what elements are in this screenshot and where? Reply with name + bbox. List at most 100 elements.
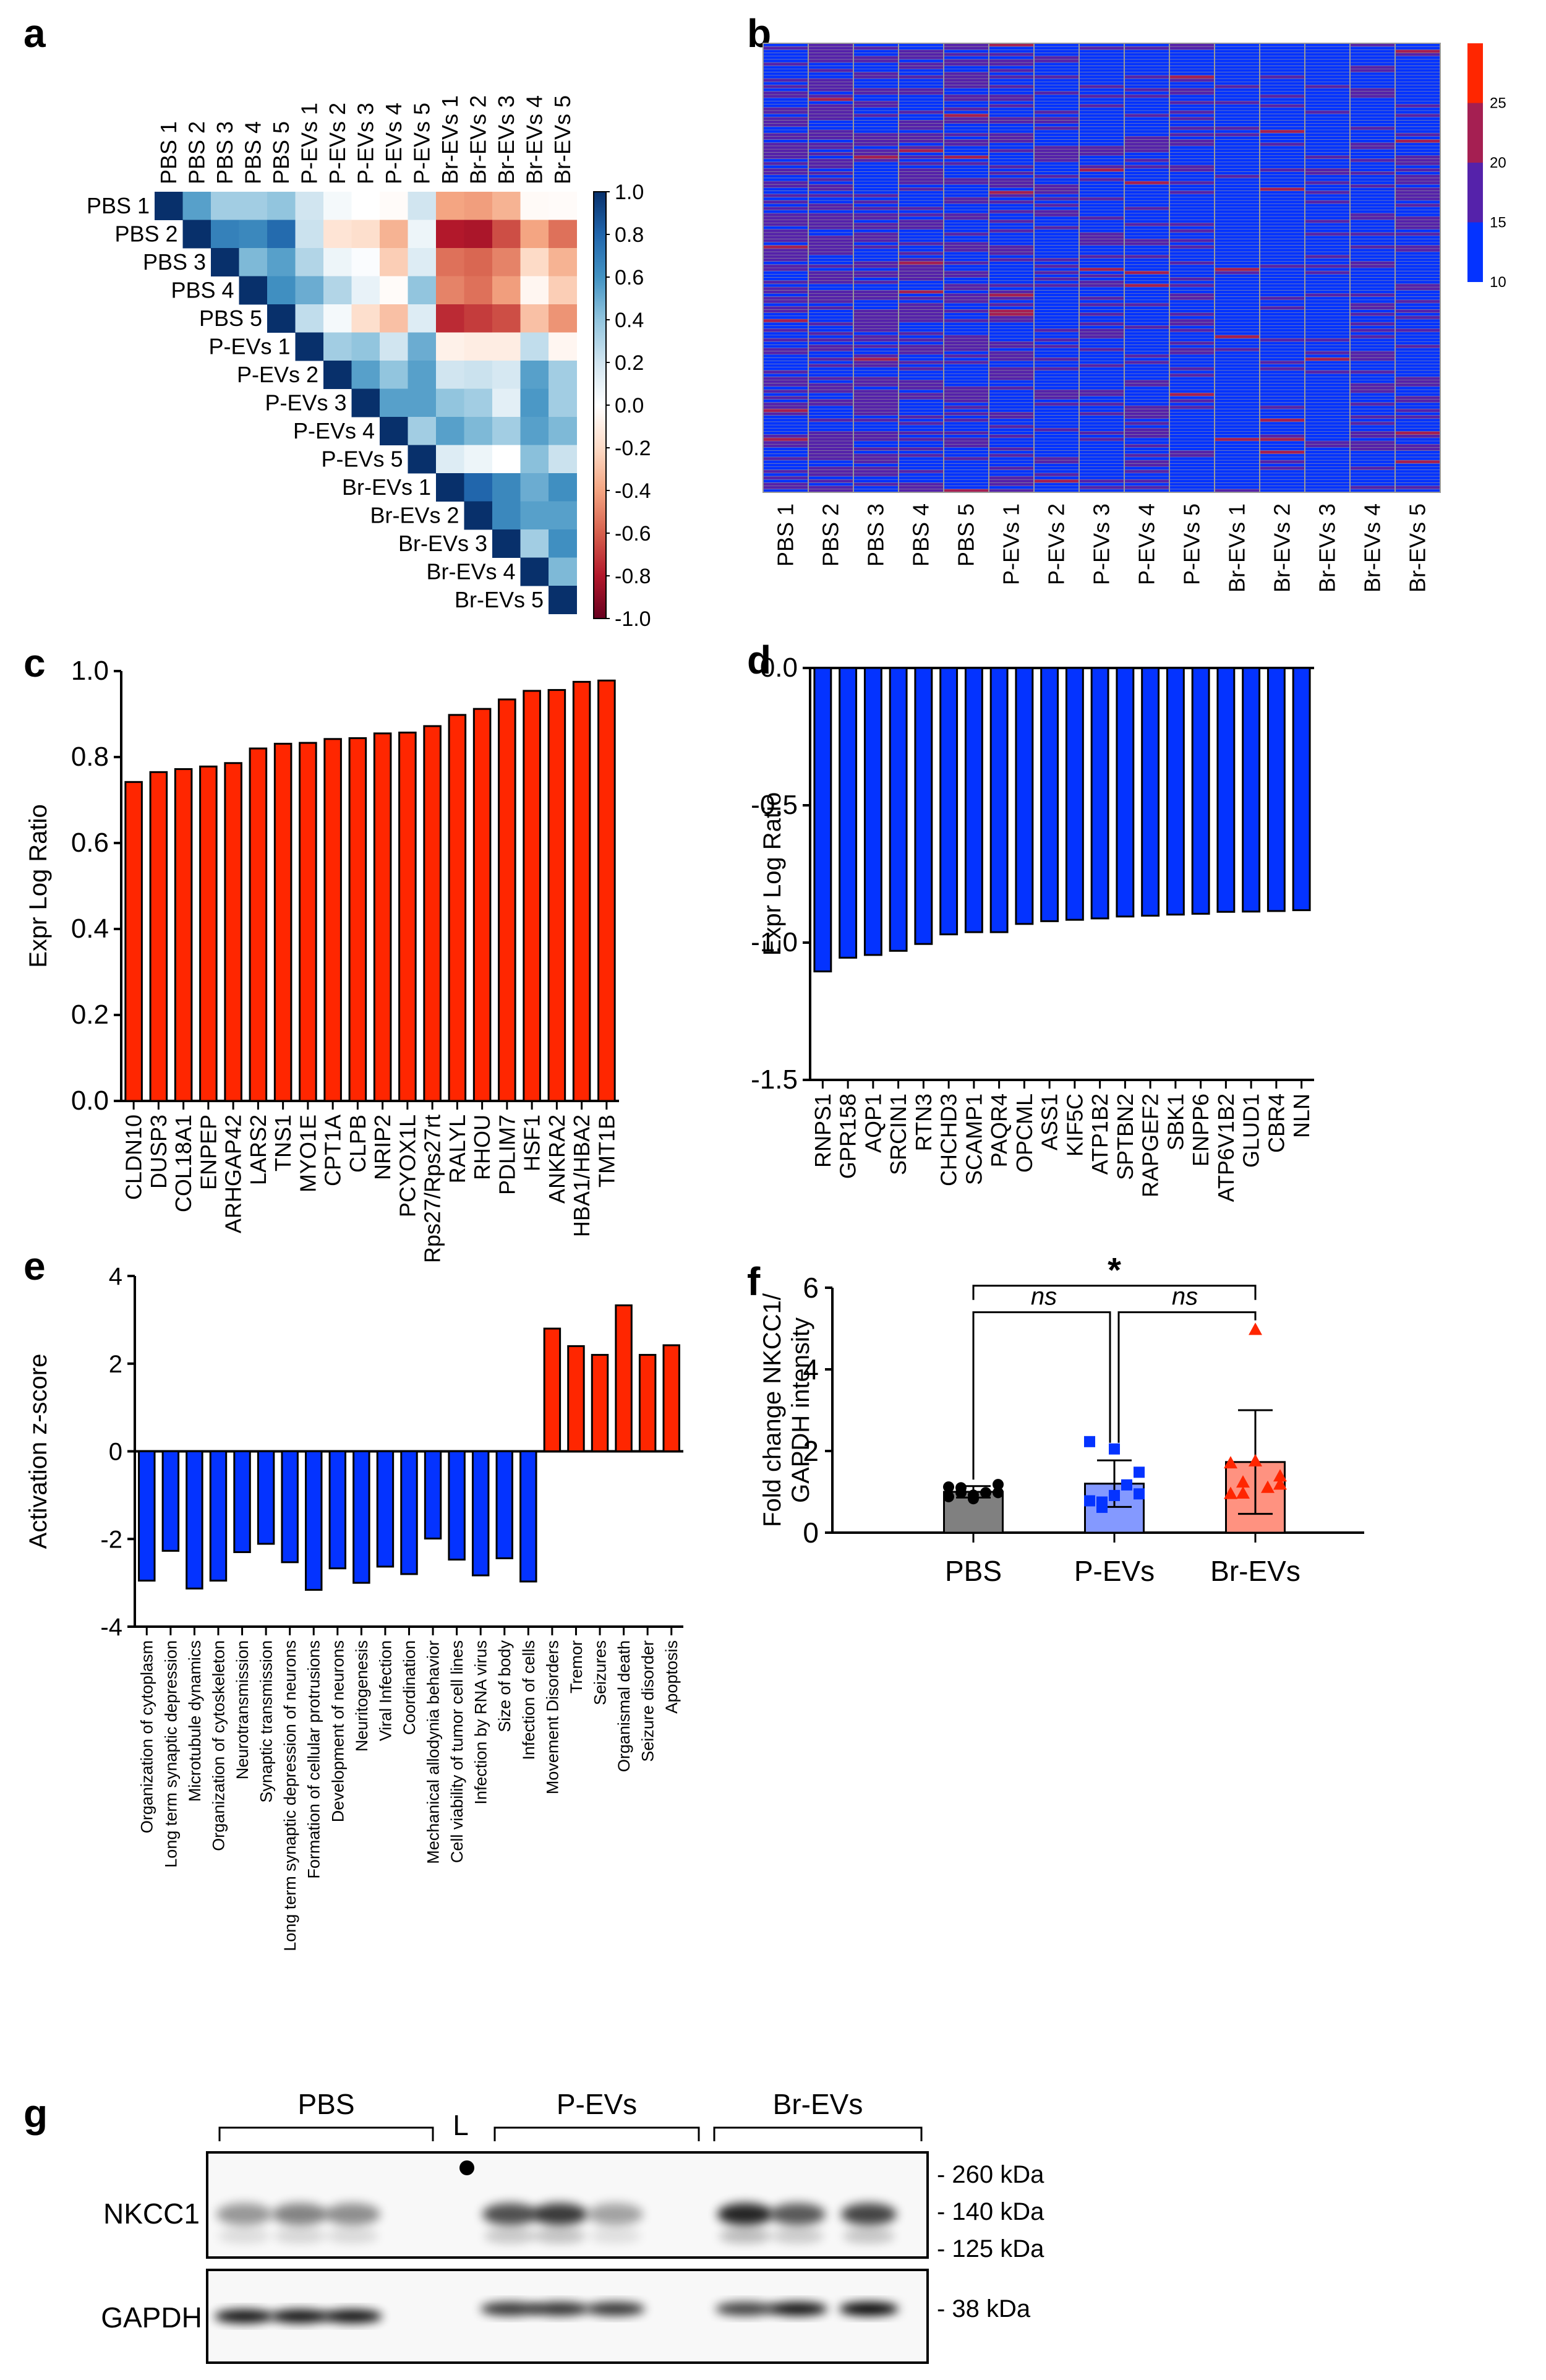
nkcc1-band xyxy=(482,2203,538,2225)
heatmap-cell xyxy=(1260,194,1305,197)
heatmap-cell xyxy=(989,197,1034,201)
heatmap-cell xyxy=(1169,431,1215,435)
heatmap-cell xyxy=(1215,248,1260,252)
heatmap-cell xyxy=(808,168,853,172)
x-tick-label: Coordination xyxy=(400,1640,419,1735)
row-label: Br-EVs 5 xyxy=(455,587,544,612)
heatmap-cell xyxy=(464,276,493,305)
heatmap-cell xyxy=(989,171,1034,175)
heatmap-cell xyxy=(989,399,1034,403)
heatmap-cell xyxy=(1305,239,1350,242)
heatmap-cell xyxy=(808,165,853,169)
heatmap-cell xyxy=(1169,456,1215,461)
heatmap-cell xyxy=(899,126,944,131)
x-tick-label: ATP6V1B2 xyxy=(1213,1094,1239,1202)
x-tick-label: Long term synaptic depression of neurons xyxy=(281,1640,299,1951)
heatmap-cell xyxy=(763,66,808,69)
heatmap-cell xyxy=(989,393,1034,396)
heatmap-cell xyxy=(899,107,944,111)
heatmap-cell xyxy=(1350,152,1395,156)
heatmap-cell xyxy=(853,460,899,464)
heatmap-cell xyxy=(1395,261,1440,265)
heatmap-cell xyxy=(944,232,989,236)
heatmap-cell xyxy=(1215,380,1260,383)
heatmap-cell xyxy=(763,207,808,210)
heatmap-cell xyxy=(1034,258,1079,262)
heatmap-cell xyxy=(853,415,899,419)
heatmap-cell xyxy=(1124,290,1169,294)
heatmap-cell xyxy=(1260,213,1305,217)
heatmap-cell xyxy=(899,390,944,393)
heatmap-cell xyxy=(1124,396,1169,400)
heatmap-cell xyxy=(1079,120,1124,124)
heatmap-cell xyxy=(1395,335,1440,339)
heatmap-cell xyxy=(1260,383,1305,387)
group-label: PBS xyxy=(297,2088,354,2120)
heatmap-cell xyxy=(1395,69,1440,72)
heatmap-cell xyxy=(899,98,944,101)
heatmap-cell xyxy=(899,56,944,59)
heatmap-cell xyxy=(944,194,989,197)
heatmap-cell xyxy=(1350,335,1395,339)
heatmap-cell xyxy=(1124,194,1169,197)
heatmap-cell xyxy=(989,351,1034,355)
heatmap-cell xyxy=(989,136,1034,140)
heatmap-cell xyxy=(853,479,899,483)
heatmap-cell xyxy=(899,469,944,473)
x-tick-label: TNS1 xyxy=(270,1115,296,1171)
heatmap-cell xyxy=(1260,223,1305,226)
heatmap-cell xyxy=(1350,110,1395,114)
heatmap-cell xyxy=(763,69,808,72)
heatmap-cell xyxy=(1034,287,1079,291)
heatmap-cell xyxy=(1079,220,1124,223)
heatmap-cell xyxy=(1215,367,1260,370)
heatmap-cell xyxy=(853,341,899,345)
heatmap-cell xyxy=(808,245,853,249)
heatmap-cell xyxy=(808,145,853,150)
heatmap-cell xyxy=(464,388,493,417)
column-label: P-EVs 5 xyxy=(1179,503,1205,585)
heatmap-cell xyxy=(899,380,944,383)
heatmap-cell xyxy=(1350,216,1395,220)
heatmap-cell xyxy=(1124,123,1169,127)
heatmap-cell xyxy=(1169,114,1215,118)
heatmap-cell xyxy=(853,133,899,137)
heatmap-cell xyxy=(1350,315,1395,319)
heatmap-cell xyxy=(899,184,944,188)
heatmap-cell xyxy=(1169,335,1215,339)
heatmap-cell xyxy=(1260,255,1305,259)
heatmap-cell xyxy=(1124,466,1169,470)
colorbar-tick-label: -0.8 xyxy=(615,565,651,588)
heatmap-cell xyxy=(763,168,808,172)
heatmap-cell xyxy=(944,120,989,124)
heatmap-cell xyxy=(853,242,899,246)
heatmap-cell xyxy=(1215,120,1260,124)
heatmap-cell xyxy=(853,136,899,140)
heatmap-cell xyxy=(1215,390,1260,393)
heatmap-cell xyxy=(1034,322,1079,326)
heatmap-cell xyxy=(1350,453,1395,457)
heatmap-cell xyxy=(899,174,944,178)
heatmap-cell xyxy=(899,396,944,400)
heatmap-cell xyxy=(1034,489,1079,492)
heatmap-cell xyxy=(944,386,989,390)
heatmap-cell xyxy=(520,501,549,530)
column-label: PBS 1 xyxy=(773,503,798,567)
gapdh-band xyxy=(270,2309,330,2323)
heatmap-cell xyxy=(808,271,853,275)
bar xyxy=(1191,667,1210,915)
heatmap-cell xyxy=(1034,139,1079,143)
heatmap-cell xyxy=(1034,306,1079,310)
heatmap-cell xyxy=(1395,463,1440,467)
heatmap-cell xyxy=(944,165,989,169)
heatmap-cell xyxy=(1034,277,1079,281)
heatmap-cell xyxy=(549,388,577,417)
heatmap-cell xyxy=(944,425,989,429)
heatmap-cell xyxy=(1395,367,1440,370)
column-label: Br-EVs 5 xyxy=(1405,503,1430,593)
heatmap-cell xyxy=(989,229,1034,233)
bar xyxy=(199,765,218,1102)
heatmap-cell xyxy=(899,264,944,268)
heatmap-cell xyxy=(808,299,853,304)
